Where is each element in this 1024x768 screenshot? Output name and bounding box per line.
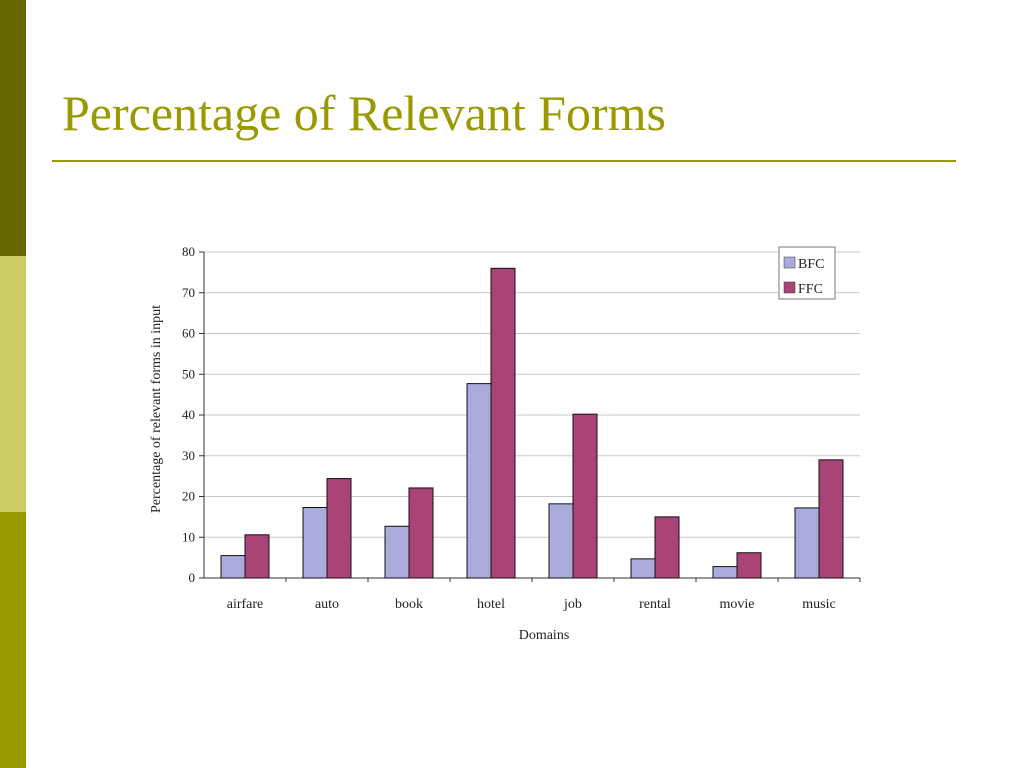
legend-swatch-ffc	[783, 281, 796, 294]
legend-label-ffc: FFC	[798, 282, 823, 297]
bar-bfc-movie	[712, 566, 738, 579]
title-underline	[52, 160, 956, 162]
bar-bfc-airfare	[220, 555, 246, 579]
legend-label-bfc: BFC	[798, 257, 824, 272]
y-tick-label: 0	[189, 570, 196, 585]
y-tick-label: 50	[182, 366, 195, 381]
bar-ffc-rental	[654, 516, 680, 579]
bar-ffc-book	[408, 487, 434, 579]
x-tick-label: airfare	[227, 597, 264, 612]
x-tick-label: movie	[720, 597, 755, 612]
legend-swatch-bfc	[783, 256, 796, 269]
legend-box	[778, 246, 836, 300]
bar-bfc-book	[384, 525, 410, 579]
bar-chart: 0 10 20 30 40 50 60 70 80 airfare auto book hotel job…	[149, 244, 861, 643]
bar-ffc-job	[572, 413, 598, 579]
bar-bfc-music	[794, 507, 820, 579]
x-tick-label: job	[563, 597, 582, 612]
y-tick-label: 60	[182, 326, 195, 341]
bar-bfc-auto	[302, 507, 328, 579]
bar-bfc-rental	[630, 558, 656, 579]
y-tick-label: 70	[182, 285, 195, 300]
y-tick-label: 30	[182, 448, 195, 463]
bar-ffc-hotel	[490, 267, 516, 579]
bar-bfc-job	[548, 503, 574, 579]
x-tick-label: book	[395, 597, 423, 612]
x-tick-label: rental	[639, 597, 671, 612]
bar-ffc-music	[818, 459, 844, 579]
x-tick-label: hotel	[477, 597, 505, 612]
sidebar-accent-bottom	[0, 512, 26, 768]
x-tick-label: auto	[315, 597, 339, 612]
sidebar-accent-middle	[0, 256, 26, 512]
y-tick-label: 80	[182, 244, 195, 259]
slide-title: Percentage of Relevant Forms	[62, 85, 666, 141]
x-tick-label: music	[802, 597, 835, 612]
bar-bfc-hotel	[466, 383, 492, 579]
bar-ffc-airfare	[244, 534, 270, 579]
y-tick-label: 20	[182, 489, 195, 504]
y-tick-label: 10	[182, 529, 195, 544]
bar-ffc-movie	[736, 552, 762, 579]
bar-ffc-auto	[326, 478, 352, 579]
x-axis-label: Domains	[519, 628, 570, 643]
sidebar-accent-top	[0, 0, 26, 256]
y-axis-label: Percentage of relevant forms in input	[149, 305, 164, 513]
y-tick-label: 40	[182, 407, 195, 422]
